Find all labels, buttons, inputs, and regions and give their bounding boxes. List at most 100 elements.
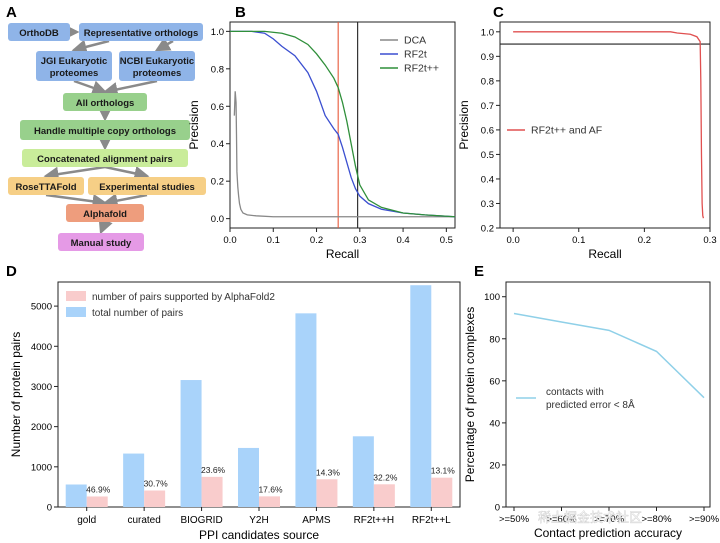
flow-node-box — [36, 51, 112, 81]
y-tick-label: 0.6 — [481, 125, 494, 136]
y-tick-label: 0.9 — [481, 52, 494, 63]
legend-entry: RF2t — [404, 49, 427, 61]
x-tick-label: 0.0 — [223, 235, 236, 246]
series-line-contacts — [513, 312, 705, 399]
flow-arrow — [102, 79, 158, 97]
y-tick-label: 1.0 — [211, 27, 224, 38]
flow-node-label: All orthologs — [76, 98, 135, 109]
flow-node-label: Manual study — [71, 238, 132, 249]
y-tick-label: 4000 — [31, 342, 52, 353]
x-tick-label: 0.1 — [572, 235, 585, 246]
flow-node-label: Handle multiple copy orthologs — [34, 126, 176, 137]
y-tick-label: 0 — [495, 503, 500, 514]
y-tick-label: 80 — [489, 334, 500, 345]
x-axis-label: PPI candidates source — [199, 528, 319, 542]
x-tick-label: RF2t++L — [412, 515, 451, 526]
bar-total — [180, 380, 202, 507]
bar-total — [352, 436, 374, 507]
flow-node-box — [88, 177, 206, 195]
bar-data-label: 13.1% — [431, 466, 456, 476]
flow-node-box — [8, 177, 84, 195]
flow-node-label: RoseTTAFold — [15, 182, 76, 193]
watermark-text: 稀土掘金技术社区 — [538, 510, 642, 525]
flow-arrow — [154, 37, 174, 52]
y-tick-label: 100 — [484, 292, 500, 303]
x-tick-label: 0.3 — [703, 235, 716, 246]
bar-total — [295, 313, 317, 507]
x-tick-label: 0.3 — [353, 235, 366, 246]
legend-entry: total number of pairs — [92, 308, 183, 319]
series-line-rf2t-and-af — [513, 31, 705, 219]
flow-arrow — [73, 79, 108, 95]
x-axis-label: Recall — [588, 247, 621, 261]
flow-node-box — [63, 93, 147, 111]
contact-accuracy-chart: 0 20 40 60 80 100 >=50% >=60% >=70% >=80% >=90% con… — [463, 281, 720, 540]
legend-entry: RF2t++ — [404, 63, 439, 75]
y-tick-label: 0.5 — [481, 150, 494, 161]
y-tick-label: 0.6 — [211, 102, 224, 113]
y-tick-label: 5000 — [31, 302, 52, 313]
panel-label-c: C — [493, 4, 504, 21]
y-tick-label: 20 — [489, 460, 500, 471]
precision-recall-af-chart: 0.0 0.1 0.2 0.3 0.2 0.3 0.4 0.5 0.6 0.7 0.8 0.9 1.0 R… — [457, 21, 717, 261]
panel-label-d: D — [6, 263, 17, 280]
y-axis-label: Percentage of protein complexes — [463, 307, 477, 482]
y-tick-label: 0.0 — [211, 214, 224, 225]
bar-total — [238, 447, 259, 507]
y-tick-label: 2000 — [31, 422, 52, 433]
y-tick-label: 0.2 — [211, 177, 224, 188]
plot-frame — [229, 21, 456, 229]
x-tick-label: >=70% — [594, 514, 625, 525]
x-tick-label: 0.1 — [267, 235, 280, 246]
workflow-diagram: OrthoDB Representative orthologs JGI Eukar… — [8, 23, 206, 251]
flow-arrow — [98, 217, 113, 235]
flow-node-box — [58, 233, 144, 251]
ppi-bar-chart: 0 1000 2000 3000 4000 5000 46.9% gold 30.7% curat… — [9, 281, 461, 542]
legend-swatch — [66, 307, 86, 317]
x-tick-label: >=80% — [641, 514, 672, 525]
x-tick-label: >=60% — [546, 514, 577, 525]
bar-data-label: 17.6% — [258, 484, 283, 494]
flow-node-label: Experimental studies — [99, 182, 195, 193]
x-tick-label: 0.5 — [440, 235, 453, 246]
flow-node-label: Alphafold — [83, 209, 127, 220]
x-tick-label: 0.4 — [396, 235, 409, 246]
bar-data-label: 14.3% — [316, 467, 341, 477]
y-tick-label: 60 — [489, 376, 500, 387]
y-axis-label: Precision — [187, 100, 201, 149]
panel-label-a: A — [6, 4, 17, 21]
plot-frame — [499, 21, 711, 229]
series-line-rf2t — [230, 30, 456, 218]
legend-entry: RF2t++ and AF — [531, 125, 602, 137]
bar-data-label: 30.7% — [144, 479, 169, 489]
legend-entry-line2: predicted error < 8Å — [546, 398, 635, 411]
flow-node-box — [66, 204, 144, 222]
flow-node-label: OrthoDB — [19, 28, 59, 39]
flow-arrow — [71, 39, 110, 55]
y-tick-label: 1.0 — [481, 27, 494, 38]
flow-node-label: JGI Eukaryotic — [41, 56, 108, 67]
flow-arrow — [45, 193, 108, 209]
flow-node-label: proteomes — [50, 68, 99, 79]
bar-supported — [259, 496, 280, 507]
y-tick-label: 0.8 — [211, 64, 224, 75]
flow-arrow — [102, 193, 148, 209]
x-axis-label: Contact prediction accuracy — [534, 526, 682, 540]
y-tick-label: 1000 — [31, 462, 52, 473]
x-tick-label: gold — [77, 515, 96, 526]
flow-node-label: NCBI Eukaryotic — [120, 56, 194, 67]
y-tick-label: 0.4 — [481, 174, 494, 185]
flow-node-label: Representative orthologs — [84, 28, 199, 39]
x-tick-label: RF2t++H — [354, 515, 395, 526]
y-tick-label: 0.4 — [211, 139, 224, 150]
y-tick-label: 0.7 — [481, 101, 494, 112]
y-tick-label: 0 — [47, 503, 52, 514]
flow-node-box — [119, 51, 195, 81]
y-tick-label: 0.2 — [481, 224, 494, 235]
y-tick-label: 0.3 — [481, 199, 494, 210]
panel-label-b: B — [235, 4, 246, 21]
series-line-dca — [233, 91, 455, 218]
flow-node-box — [79, 23, 203, 41]
y-axis-label: Precision — [457, 100, 471, 149]
